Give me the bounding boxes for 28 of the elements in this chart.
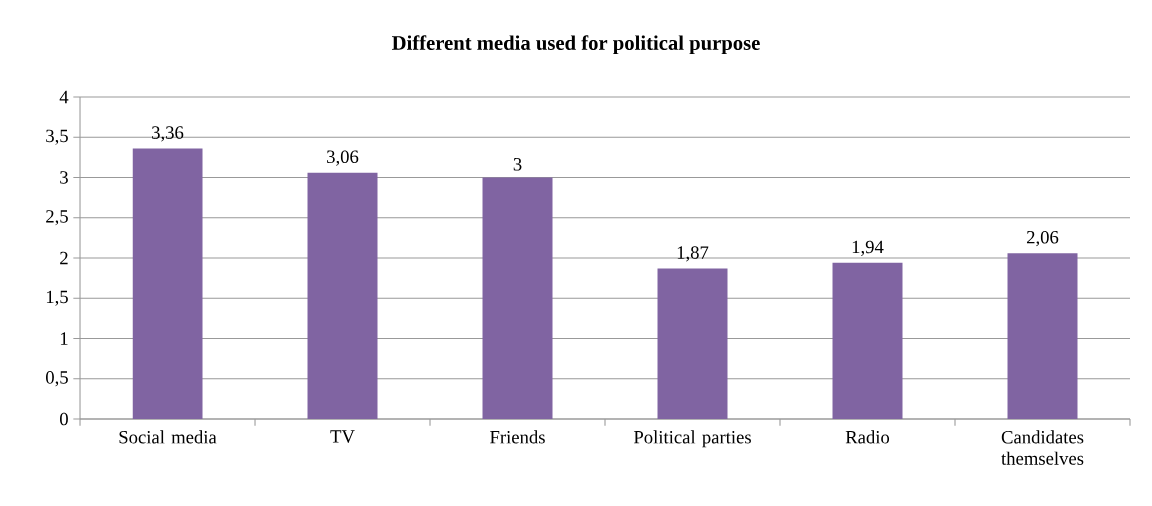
bar <box>482 177 553 419</box>
x-tick-label: TV <box>330 430 355 443</box>
x-tick-label: Social media <box>119 430 217 444</box>
bar <box>657 268 728 419</box>
y-tick-label: 4 <box>59 90 69 104</box>
y-tick-label: 2,5 <box>46 210 68 226</box>
y-tick-label: 2 <box>60 251 68 265</box>
bar <box>1007 253 1078 419</box>
data-label: 1,94 <box>852 240 884 256</box>
data-label: 1,87 <box>677 246 709 262</box>
x-tick-label: Radio <box>845 430 890 444</box>
bar <box>132 148 203 419</box>
x-tick-label: Candidates themselves <box>1001 430 1084 465</box>
y-tick-label: 0,5 <box>46 371 68 387</box>
data-label: 3,06 <box>327 150 359 166</box>
chart-title: Different media used for political purpose <box>392 35 760 55</box>
bar <box>307 172 378 419</box>
y-tick-label: 1,5 <box>46 290 68 306</box>
data-label: 2,06 <box>1026 230 1059 247</box>
data-label: 3,36 <box>152 126 184 142</box>
y-tick-label: 0 <box>60 412 68 426</box>
x-tick-label: Friends <box>490 430 545 444</box>
y-tick-label: 1 <box>60 332 68 345</box>
y-tick-label: 3 <box>60 171 68 184</box>
y-tick-label: 3,5 <box>46 129 68 145</box>
bar <box>832 262 903 419</box>
data-label: 3 <box>513 158 522 171</box>
x-tick-label: Political parties <box>633 430 751 448</box>
